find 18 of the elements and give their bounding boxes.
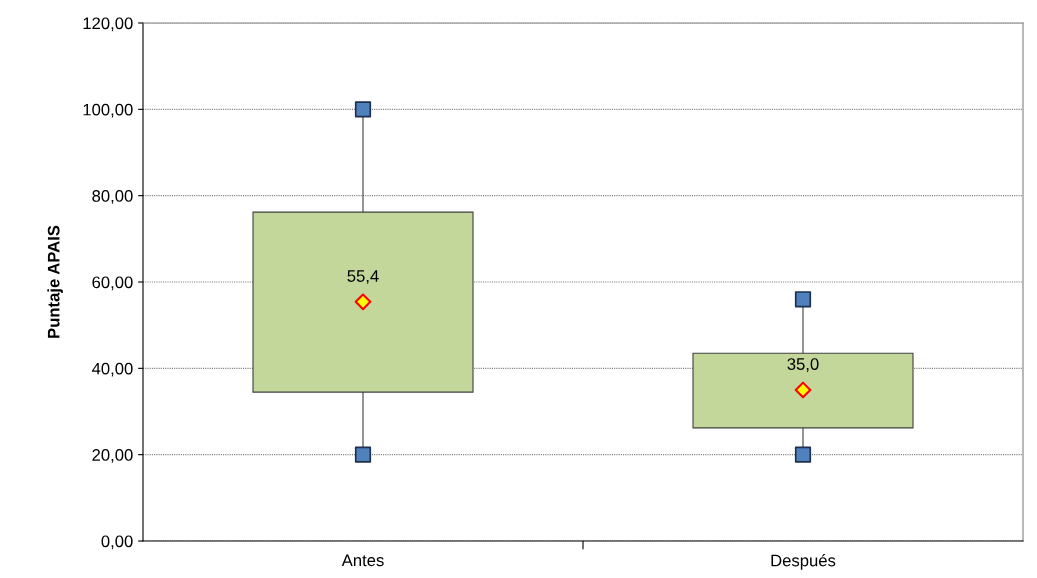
y-tick-label: 120,00 <box>83 17 133 32</box>
y-tick-label: 100,00 <box>83 103 133 118</box>
y-tick-label: 60,00 <box>92 276 133 291</box>
point <box>354 446 372 463</box>
x-tick-label: Después <box>771 553 836 570</box>
point <box>354 293 372 311</box>
y-tick-label: 80,00 <box>92 190 133 204</box>
data-label: 35,0 <box>787 358 819 372</box>
point <box>354 101 372 118</box>
y-tick-label: 40,00 <box>91 362 133 377</box>
y-axis-title: Puntaje APAIS <box>47 225 63 338</box>
point <box>794 291 812 308</box>
point <box>794 446 812 463</box>
x-tick-label: Antes <box>341 554 384 567</box>
y-tick-label: 20,00 <box>92 449 133 463</box>
y-tick-label: 0,00 <box>101 535 133 550</box>
data-label: 55,4 <box>347 270 379 284</box>
point <box>794 381 812 399</box>
